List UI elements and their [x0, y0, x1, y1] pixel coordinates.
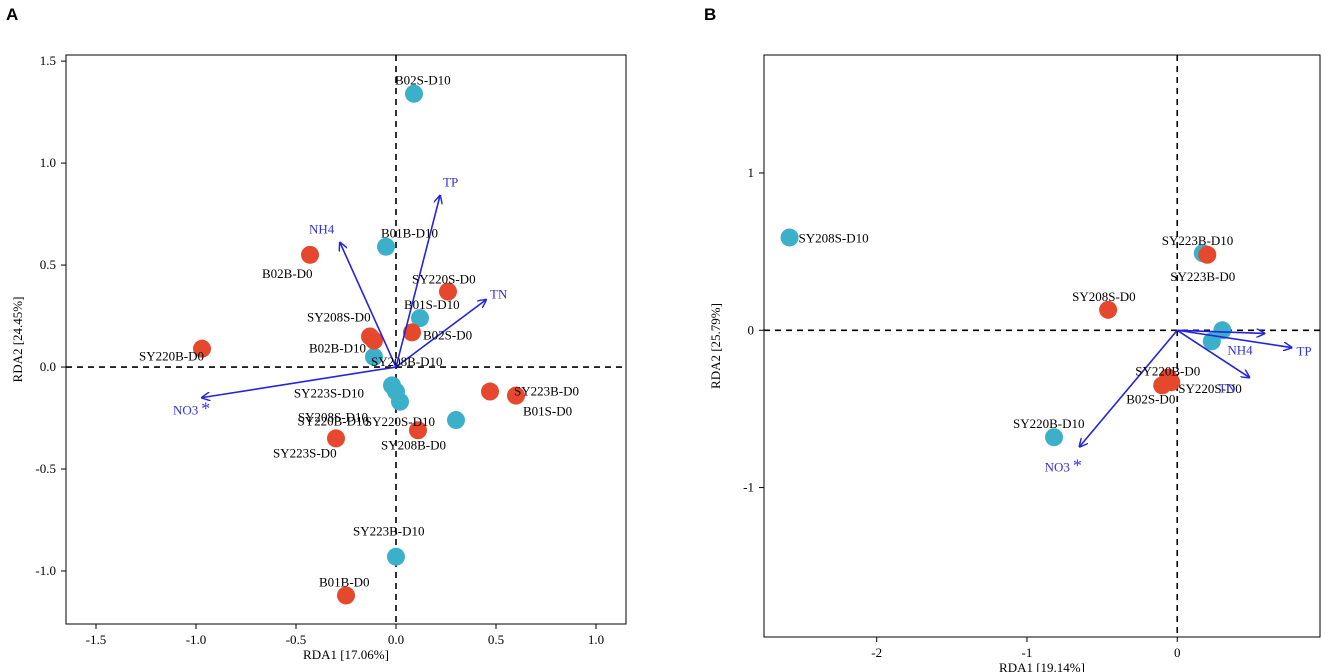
point-label-sy223s-d10: SY223S-D10 [294, 385, 364, 400]
x-tick-label: 0 [1174, 645, 1181, 660]
sample-point-sy223b-d0 [1198, 245, 1217, 264]
point-label-b02b-d0: B02B-D0 [262, 266, 313, 281]
point-label-sy208s-d0: SY208S-D0 [1072, 289, 1136, 304]
vector-label-tn: TN [490, 287, 508, 302]
sample-point-sy208s-d10 [780, 228, 799, 247]
y-tick-label: 1.0 [40, 155, 56, 170]
point-label-sy220b-d10: SY220B-D10 [297, 414, 369, 429]
y-axis-label: RDA2 [24.45%] [10, 297, 25, 383]
y-tick-label: 0.5 [40, 257, 56, 272]
point-label-b02b-d10: B02B-D10 [309, 341, 366, 356]
point-label-sy208s-d10: SY208S-D10 [799, 230, 869, 245]
y-tick-label: -1.0 [35, 563, 56, 578]
point-label-sy220b-d0: SY220B-D0 [139, 349, 204, 364]
x-tick-label: 0.0 [388, 632, 404, 647]
sample-point-sy208b-d10 [365, 347, 383, 366]
point-label-b02s-d10: B02S-D10 [395, 73, 451, 88]
sample-point-sy208b-d0 [409, 421, 427, 440]
sample-point-b01b-d0 [337, 586, 355, 605]
vector-arrow-tn [395, 300, 486, 368]
y-tick-label: 1.5 [40, 53, 56, 68]
sample-point-b02s-d10 [405, 84, 423, 103]
vector-arrow-no3 [202, 366, 397, 398]
x-tick-label: -1.0 [186, 632, 207, 647]
point-label-sy223b-d0: SY223B-D0 [514, 384, 579, 399]
significance-mark: * [1073, 456, 1082, 476]
point-label-sy220s-d0: SY220S-D0 [412, 272, 476, 287]
sample-point-b01b-d10 [377, 237, 395, 256]
point-label-sy223s-d0: SY223S-D0 [273, 445, 337, 460]
vector-arrow-tp [1177, 329, 1291, 347]
vector-label-tn: TN [1218, 380, 1236, 395]
point-label-sy220b-d10: SY220B-D10 [1013, 416, 1085, 431]
significance-mark: * [201, 399, 210, 419]
point-label-b01s-d10: B01S-D10 [404, 297, 460, 312]
sample-point-sy208s-d0 [1099, 300, 1118, 319]
vector-label-no3: NO3 * [173, 399, 210, 419]
vector-label-tp: TP [443, 175, 458, 190]
point-label-b02s-d0: B02S-D0 [423, 327, 472, 342]
x-tick-label: 0.5 [488, 632, 504, 647]
point-label-sy223b-d10: SY223B-D10 [1162, 233, 1234, 248]
y-axis-label: RDA2 [25.79%] [708, 303, 723, 389]
x-axis-label: RDA1 [17.06%] [303, 647, 389, 662]
point-label-b02s-d0: B02S-D0 [1126, 391, 1175, 406]
sample-point-b01s-d0 [507, 386, 525, 405]
point-label-sy208b-d10: SY208B-D10 [371, 354, 443, 369]
sample-point-b02s-d0 [1153, 376, 1172, 395]
y-tick-label: -0.5 [35, 461, 56, 476]
sample-point-b02s-d0 [403, 323, 421, 342]
vector-arrow-nh4 [340, 243, 397, 368]
sample-point-sy220s-d10 [447, 411, 465, 430]
y-tick-label: -1 [743, 480, 754, 495]
plot-frame [65, 54, 627, 625]
sample-point-sy220b-d0 [193, 339, 211, 358]
point-label-sy223b-d0: SY223B-D0 [1170, 269, 1235, 284]
sample-point-b01s-d10 [411, 309, 429, 328]
sample-point-sy223s-d0 [327, 429, 345, 448]
panel-letter-b: B [704, 5, 716, 24]
rda-plot-panel-a: -1.5 -1.0 -0.5 0.0 0.5 1.0 -1.0 -0.5 0.0 0.5 1.0 1.… [10, 53, 627, 662]
vector-arrow-no3 [1080, 329, 1178, 446]
y-tick-label: 1 [748, 165, 755, 180]
vector-arrow-tp [395, 196, 440, 368]
point-label-sy223b-d10: SY223B-D10 [353, 524, 425, 539]
point-label-sy220b-d0: SY220B-D0 [1135, 363, 1200, 378]
sample-point-b02b-d10 [365, 331, 383, 350]
point-label-b01b-d10: B01B-D10 [381, 226, 438, 241]
y-tick-label: 0.0 [40, 359, 56, 374]
x-tick-label: -2 [871, 645, 882, 660]
x-axis-label: RDA1 [19.14%] [999, 660, 1085, 672]
point-label-sy208s-d0: SY208S-D0 [307, 309, 371, 324]
vector-label-tp: TP [1296, 344, 1311, 359]
point-label-b01b-d0: B01B-D0 [319, 574, 370, 589]
point-label-sy220s-d0: SY220S-D0 [1178, 381, 1242, 396]
x-tick-label: -1.5 [86, 632, 107, 647]
vector-label-nh4: NH4 [1227, 342, 1253, 357]
point-label-sy220s-d10: SY220S-D10 [365, 414, 435, 429]
vector-label-nh4: NH4 [309, 222, 335, 237]
sample-point-sy223b-d10 [387, 547, 405, 566]
vector-arrow-tn [1176, 329, 1249, 377]
sample-point-b02b-d0 [301, 245, 319, 264]
vector-arrow-nh4 [1177, 330, 1264, 333]
rda-plot-panel-b: -2 -1 0 -1 0 1 RDA1 [19.14%] RDA2 [25.79%] SY208… [708, 54, 1321, 672]
plot-frame [763, 54, 1321, 638]
point-label-sy208b-d0: SY208B-D0 [381, 437, 446, 452]
point-label-sy208s-d10: SY208S-D10 [298, 410, 368, 425]
x-tick-label: -1 [1022, 645, 1033, 660]
x-tick-label: 1.0 [588, 632, 604, 647]
point-label-b01s-d0: B01S-D0 [523, 404, 572, 419]
sample-point-sy223b-d0 [481, 382, 499, 401]
sample-point-sy220b-d10 [1045, 428, 1064, 447]
y-tick-label: 0 [748, 322, 755, 337]
sample-point-sy220b-d10 [391, 392, 409, 411]
vector-label-no3: NO3 * [1045, 456, 1082, 476]
x-tick-label: -0.5 [286, 632, 307, 647]
panel-letter-a: A [6, 5, 18, 24]
sample-point-sy220s-d0 [439, 282, 457, 301]
